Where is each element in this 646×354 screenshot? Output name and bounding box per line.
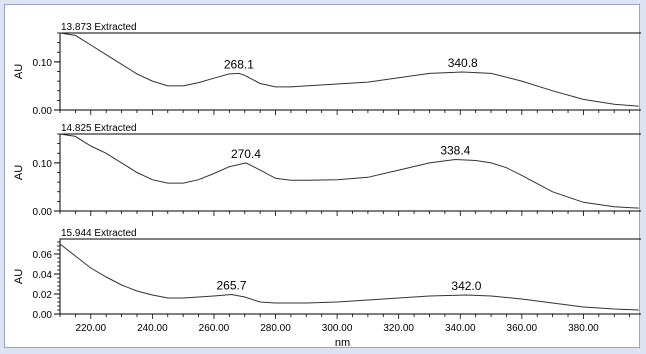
peak-label: 338.4 [440, 144, 470, 158]
y-tick-label: 0.00 [33, 106, 53, 117]
peak-label: 342.0 [451, 279, 481, 293]
x-tick-label: 300.00 [322, 323, 353, 334]
x-tick-label: 220.00 [75, 323, 106, 334]
plot-area-1 [59, 32, 641, 111]
panel-title-2: 14.825 Extracted [61, 123, 137, 134]
x-tick-label: 380.00 [568, 323, 599, 334]
peak-label: 268.1 [224, 57, 254, 71]
spectra-frame: 13.873 Extracted AU 0.00 0.10 268.1 340.8 14.8… [4, 4, 641, 349]
spectrum-line-3 [59, 243, 639, 311]
x-axis-label: nm [335, 337, 350, 349]
y-tick-label: 0.06 [33, 250, 53, 261]
y-tick-label: 0.00 [33, 310, 53, 321]
y-axis-label-3: AU [13, 269, 25, 284]
x-tick-label: 340.00 [445, 323, 476, 334]
peak-label: 265.7 [216, 279, 246, 293]
x-tick-label: 240.00 [137, 323, 168, 334]
peak-label: 270.4 [231, 147, 261, 161]
uv-spectra-chart: 13.873 Extracted AU 0.00 0.10 268.1 340.8 14.8… [13, 22, 641, 349]
x-tick-label: 360.00 [507, 323, 538, 334]
y-tick-label: 0.02 [33, 290, 53, 301]
x-tick-label: 260.00 [199, 323, 230, 334]
spectrum-line-2 [59, 133, 639, 209]
spectrum-line-1 [59, 32, 639, 107]
y-tick-label: 0.10 [33, 159, 53, 170]
y-tick-label: 0.04 [33, 270, 53, 281]
x-tick-label: 320.00 [383, 323, 414, 334]
plot-area-2 [59, 133, 641, 212]
x-tick-label: 280.00 [260, 323, 291, 334]
y-axis-label-1: AU [13, 64, 25, 79]
y-tick-label: 0.00 [33, 207, 53, 218]
y-tick-label: 0.10 [33, 58, 53, 69]
y-axis-label-2: AU [13, 165, 25, 180]
peak-label: 340.8 [448, 56, 478, 70]
panel-title-1: 13.873 Extracted [61, 22, 137, 33]
panel-title-3: 15.944 Extracted [61, 228, 137, 239]
